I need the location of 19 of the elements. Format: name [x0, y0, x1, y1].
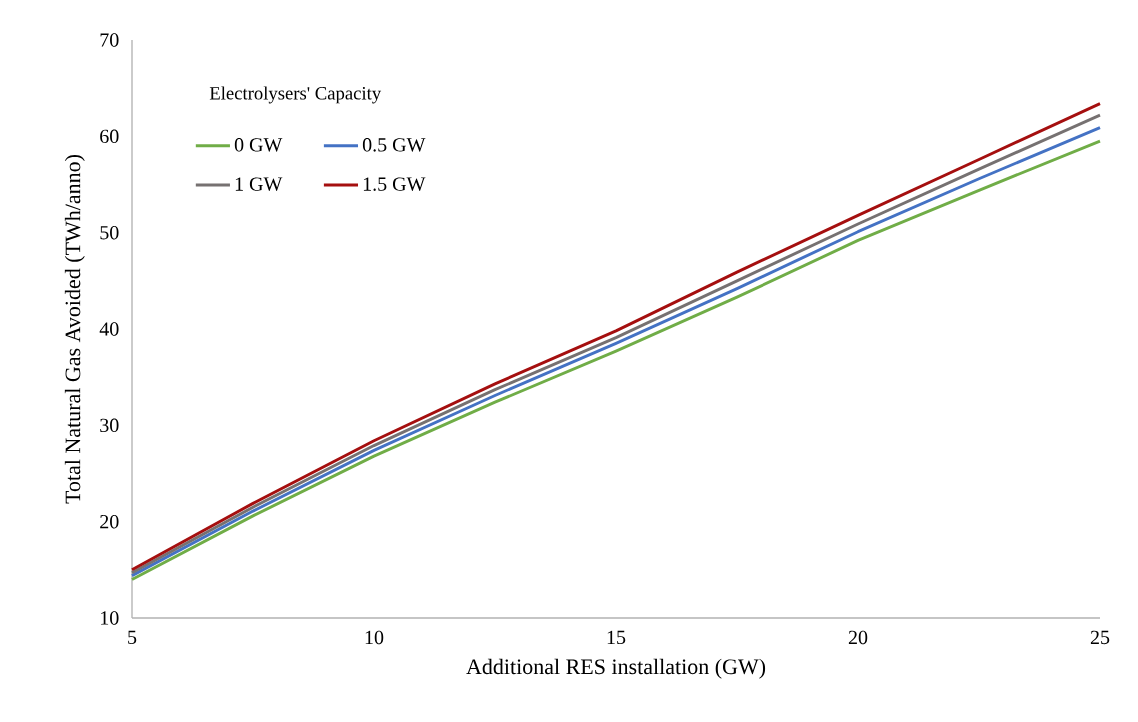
y-tick-label: 50 [100, 225, 119, 240]
legend-title: Electrolysers' Capacity [209, 86, 382, 104]
x-axis-title: Additional RES installation (GW) [466, 658, 766, 679]
x-tick-label: 5 [128, 630, 137, 644]
legend-label: 0.5 GW [362, 138, 426, 152]
legend-label: 0 GW [234, 138, 283, 152]
y-tick-label: 70 [100, 33, 119, 47]
x-tick-label: 25 [1090, 630, 1110, 645]
legend-label: 1 GW [235, 177, 283, 191]
y-axis-title: Total Natural Gas Avoided (TWh/anno) [64, 154, 85, 504]
y-tick-label: 20 [100, 514, 119, 529]
y-tick-label: 30 [100, 418, 119, 433]
legend-label: 1.5 GW [363, 177, 426, 191]
y-tick-label: 60 [100, 129, 119, 144]
y-tick-label: 10 [101, 611, 119, 625]
x-tick-label: 10 [365, 630, 384, 645]
x-tick-label: 20 [848, 630, 868, 645]
y-tick-label: 40 [99, 322, 119, 336]
x-tick-label: 15 [607, 630, 626, 645]
